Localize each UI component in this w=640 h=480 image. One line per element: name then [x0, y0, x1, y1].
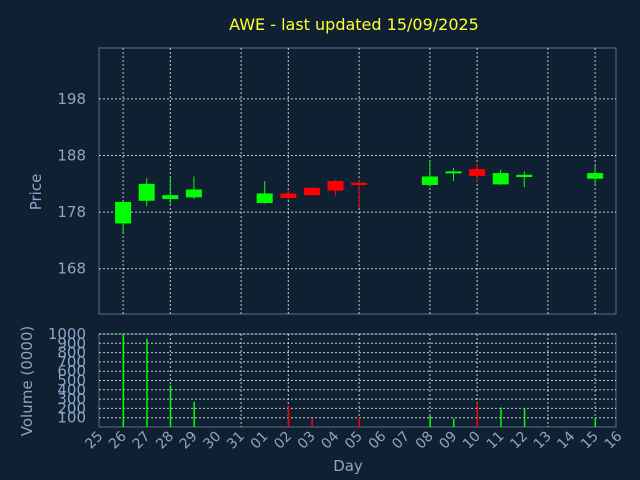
candle-body: [303, 187, 320, 196]
price-axis-label: Price: [27, 174, 45, 211]
volume-axis-label: Volume (0000): [18, 326, 36, 436]
volume-bar: [453, 418, 455, 427]
day-tick-label: 29: [177, 429, 201, 453]
volume-bar: [358, 417, 361, 427]
price-tick-label: 188: [57, 147, 86, 165]
candle-body: [587, 173, 604, 179]
candle-body: [351, 182, 368, 185]
volume-tick-label: 1000: [48, 325, 86, 343]
candle-body: [421, 176, 438, 185]
candle-body: [256, 193, 273, 204]
candle-body: [280, 193, 297, 198]
price-tick-label: 178: [57, 203, 86, 221]
volume-bar: [287, 405, 290, 427]
day-tick-label: 28: [153, 429, 177, 453]
volume-bar: [429, 415, 431, 427]
candle-body: [469, 169, 486, 176]
day-tick-label: 03: [295, 429, 319, 453]
volume-bar: [500, 407, 502, 427]
volume-grid: [99, 333, 616, 427]
volume-bar: [311, 418, 313, 427]
day-tick-label: 04: [318, 428, 342, 452]
day-tick-label: 11: [484, 429, 508, 453]
volume-bar: [122, 334, 125, 427]
volume-bar: [169, 385, 172, 427]
price-tick-label: 168: [57, 260, 86, 278]
day-tick-label: 05: [342, 429, 366, 453]
volume-tick-label: 100: [57, 409, 86, 427]
candle-body: [185, 189, 202, 198]
day-tick-label: 14: [554, 428, 578, 452]
candle-body: [138, 183, 155, 201]
day-x-ticks: 25 26 27 28 29 30 31 01 02 03 04 05 06 07 08 09 10 11 12 13…: [82, 428, 625, 452]
day-axis-label: Day: [333, 457, 363, 475]
day-tick-label: 13: [531, 429, 555, 453]
volume-tick-label: 700: [57, 353, 86, 371]
volume-bars: [122, 334, 597, 427]
volume-tick-label: 600: [57, 362, 86, 380]
day-tick-label: 08: [413, 429, 437, 453]
day-tick-label: 02: [271, 429, 295, 453]
volume-tick-label: 400: [57, 381, 86, 399]
volume-bar: [193, 401, 195, 427]
volume-tick-label: 200: [57, 399, 86, 417]
price-tick-label: 198: [57, 90, 86, 108]
day-tick-label: 01: [248, 429, 272, 453]
volume-bar: [523, 408, 526, 427]
day-tick-label: 27: [130, 429, 154, 453]
volume-tick-label: 800: [57, 344, 86, 362]
price-y-ticks: 168 178 188 198: [57, 90, 86, 278]
day-tick-label: 30: [200, 429, 224, 453]
volume-bar: [594, 417, 597, 427]
day-tick-label: 09: [436, 429, 460, 453]
volume-bar: [476, 402, 479, 427]
volume-tick-label: 300: [57, 390, 86, 408]
chart-title: AWE - last updated 15/09/2025: [229, 15, 479, 34]
candle-body: [115, 201, 132, 224]
volume-tick-label: 500: [57, 372, 86, 390]
volume-bar: [146, 338, 148, 427]
candle-body: [327, 181, 344, 191]
day-tick-label: 10: [460, 429, 484, 453]
day-tick-label: 12: [507, 429, 531, 453]
day-tick-label: 07: [389, 429, 413, 453]
candles: [115, 161, 604, 232]
day-tick-label: 31: [224, 429, 248, 453]
price-plot-frame: [98, 47, 617, 315]
candle-body: [162, 195, 179, 200]
volume-tick-label: 900: [57, 334, 86, 352]
candle-body: [516, 174, 533, 178]
day-tick-label: 15: [578, 429, 602, 453]
price-grid: [99, 48, 616, 314]
day-tick-label: 26: [106, 428, 130, 452]
candle-body: [445, 171, 462, 174]
candle-body: [492, 173, 509, 185]
day-tick-label: 16: [602, 428, 626, 452]
day-tick-label: 06: [366, 428, 390, 452]
day-tick-label: 25: [82, 429, 106, 453]
